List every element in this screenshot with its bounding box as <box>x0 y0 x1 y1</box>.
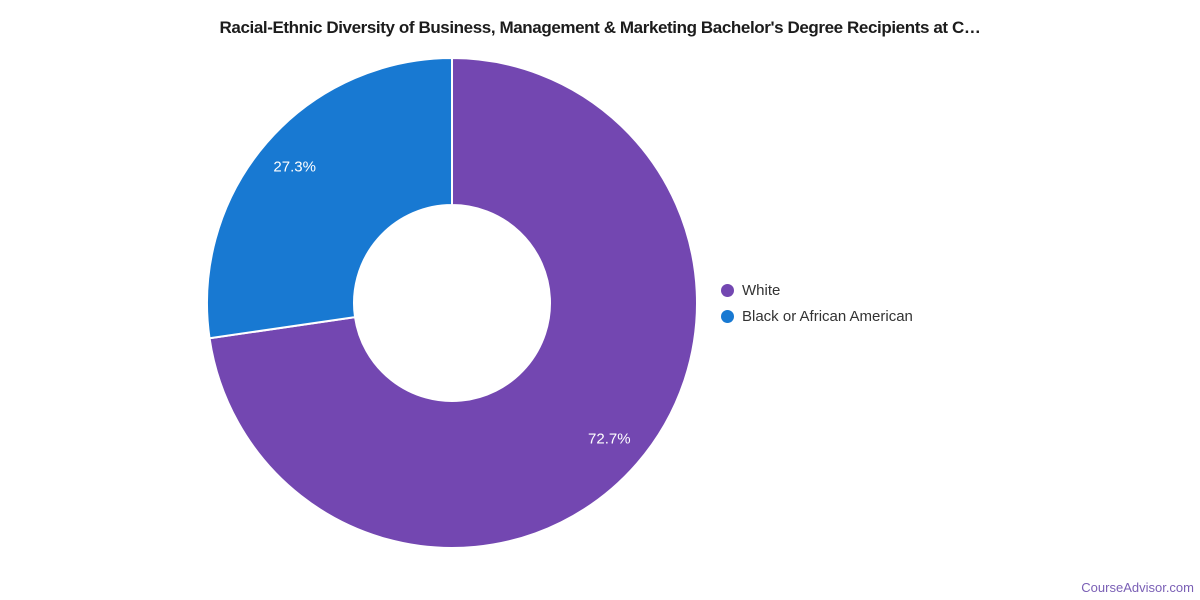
legend-marker-black-or-african-american-icon <box>721 309 734 323</box>
legend: White Black or African American <box>721 277 913 329</box>
chart-title: Racial-Ethnic Diversity of Business, Man… <box>219 18 981 37</box>
legend-item-black-or-african-american[interactable]: Black or African American <box>721 303 913 329</box>
legend-label-white: White <box>742 281 781 299</box>
watermark-link[interactable]: CourseAdvisor.com <box>1081 580 1194 595</box>
pie-slice-white[interactable] <box>208 57 698 549</box>
legend-label-black-or-african-american: Black or African American <box>742 307 913 325</box>
legend-item-white[interactable]: White <box>721 277 913 303</box>
pie-slice-black-or-african-american[interactable] <box>206 57 453 340</box>
legend-marker-white-icon <box>721 283 734 297</box>
